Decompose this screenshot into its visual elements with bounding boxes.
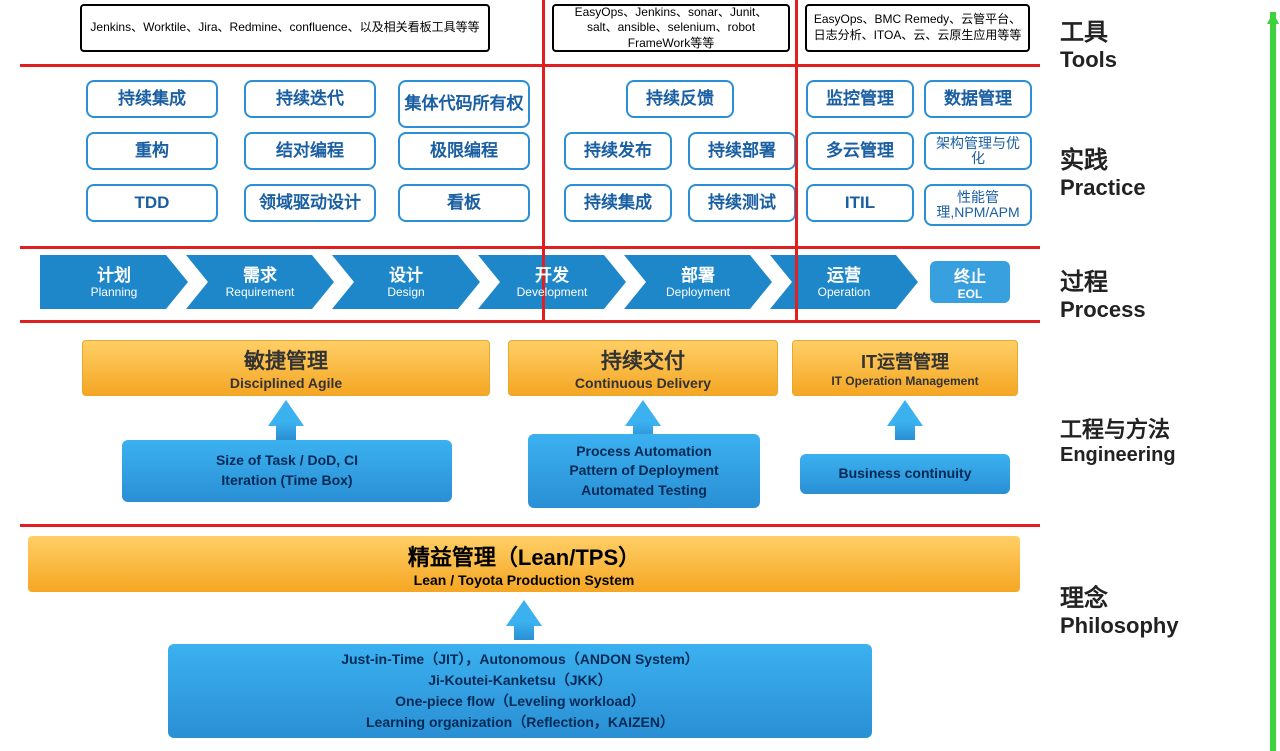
up-arrow-icon bbox=[268, 400, 304, 426]
tools-card-3: EasyOps、BMC Remedy、云管平台、日志分析、ITOA、云、云原生应… bbox=[805, 4, 1030, 52]
row-label-engineering: 工程与方法 Engineering bbox=[1060, 412, 1176, 467]
green-arrow-head-icon bbox=[1267, 12, 1279, 24]
engineering-body: Business continuity bbox=[800, 454, 1010, 494]
practice-box: 持续发布 bbox=[564, 132, 672, 170]
row-label-tools: 工具 Tools bbox=[1060, 12, 1117, 73]
engineering-row: 敏捷管理Disciplined Agile Size of Task / DoD,… bbox=[0, 330, 1035, 525]
green-arrow-icon bbox=[1270, 12, 1276, 751]
process-step: 运营Operation bbox=[770, 255, 918, 309]
engineering-body: Process AutomationPattern of DeploymentA… bbox=[528, 434, 760, 508]
practice-box: 重构 bbox=[86, 132, 218, 170]
process-row: 计划Planning 需求Requirement 设计Design 开发Deve… bbox=[0, 255, 1035, 315]
engineering-header: IT运营管理IT Operation Management bbox=[792, 340, 1018, 396]
row-label-philosophy: 理念 Philosophy bbox=[1060, 578, 1179, 639]
practice-box: 持续反馈 bbox=[626, 80, 734, 118]
practice-box: TDD bbox=[86, 184, 218, 222]
tools-row: Jenkins、Worktile、Jira、Redmine、confluence… bbox=[0, 4, 1035, 64]
practice-box: 领域驱动设计 bbox=[244, 184, 376, 222]
practice-box: 持续集成 bbox=[564, 184, 672, 222]
engineering-body: Size of Task / DoD, CIIteration (Time Bo… bbox=[122, 440, 452, 502]
philosophy-line: One-piece flow（Leveling workload） bbox=[176, 691, 864, 712]
practice-row: 持续集成 持续迭代 集体代码所有权 重构 结对编程 极限编程 TDD 领域驱动设… bbox=[0, 72, 1035, 242]
practice-box: 监控管理 bbox=[806, 80, 914, 118]
practice-box: 性能管理,NPM/APM bbox=[924, 184, 1032, 226]
practice-box: 持续测试 bbox=[688, 184, 796, 222]
engineering-header: 敏捷管理Disciplined Agile bbox=[82, 340, 490, 396]
process-step: 开发Development bbox=[478, 255, 626, 309]
diagram-canvas: Jenkins、Worktile、Jira、Redmine、confluence… bbox=[0, 0, 1035, 751]
process-step: 需求Requirement bbox=[186, 255, 334, 309]
process-step: 计划Planning bbox=[40, 255, 188, 309]
philosophy-row: 精益管理（Lean/TPS） Lean / Toyota Production … bbox=[0, 530, 1035, 750]
up-arrow-icon bbox=[506, 600, 542, 626]
philosophy-line: Ji-Koutei-Kanketsu（JKK） bbox=[176, 670, 864, 691]
practice-box: 数据管理 bbox=[924, 80, 1032, 118]
separator-line bbox=[20, 246, 1040, 249]
practice-box: 结对编程 bbox=[244, 132, 376, 170]
engineering-header: 持续交付Continuous Delivery bbox=[508, 340, 778, 396]
practice-box: 持续集成 bbox=[86, 80, 218, 118]
practice-box: 看板 bbox=[398, 184, 530, 222]
separator-line bbox=[20, 320, 1040, 323]
tools-card-1: Jenkins、Worktile、Jira、Redmine、confluence… bbox=[80, 4, 490, 52]
process-step: 部署Deployment bbox=[624, 255, 772, 309]
practice-box: 架构管理与优化 bbox=[924, 132, 1032, 170]
row-label-process: 过程 Process bbox=[1060, 262, 1146, 323]
practice-box: 持续迭代 bbox=[244, 80, 376, 118]
process-step: 设计Design bbox=[332, 255, 480, 309]
up-arrow-icon bbox=[625, 400, 661, 426]
philosophy-line: Just-in-Time（JIT），Autonomous（ANDON Syste… bbox=[176, 649, 864, 670]
practice-box: 极限编程 bbox=[398, 132, 530, 170]
up-arrow-icon bbox=[887, 400, 923, 426]
practice-box: 多云管理 bbox=[806, 132, 914, 170]
philosophy-body: Just-in-Time（JIT），Autonomous（ANDON Syste… bbox=[168, 644, 872, 738]
process-eol: 终止EOL bbox=[930, 261, 1010, 303]
row-labels: 工具 Tools 实践 Practice 过程 Process 工程与方法 En… bbox=[1060, 0, 1240, 751]
practice-box: 集体代码所有权 bbox=[398, 80, 530, 128]
tools-card-2: EasyOps、Jenkins、sonar、Junit、salt、ansible… bbox=[552, 4, 790, 52]
row-label-practice: 实践 Practice bbox=[1060, 140, 1146, 201]
philosophy-header-cn: 精益管理（Lean/TPS） bbox=[28, 540, 1020, 572]
philosophy-header-en: Lean / Toyota Production System bbox=[28, 572, 1020, 588]
separator-line bbox=[20, 64, 1040, 67]
philosophy-line: Learning organization（Reflection，KAIZEN） bbox=[176, 712, 864, 733]
practice-box: ITIL bbox=[806, 184, 914, 222]
philosophy-header: 精益管理（Lean/TPS） Lean / Toyota Production … bbox=[28, 536, 1020, 592]
practice-box: 持续部署 bbox=[688, 132, 796, 170]
separator-line bbox=[20, 524, 1040, 527]
